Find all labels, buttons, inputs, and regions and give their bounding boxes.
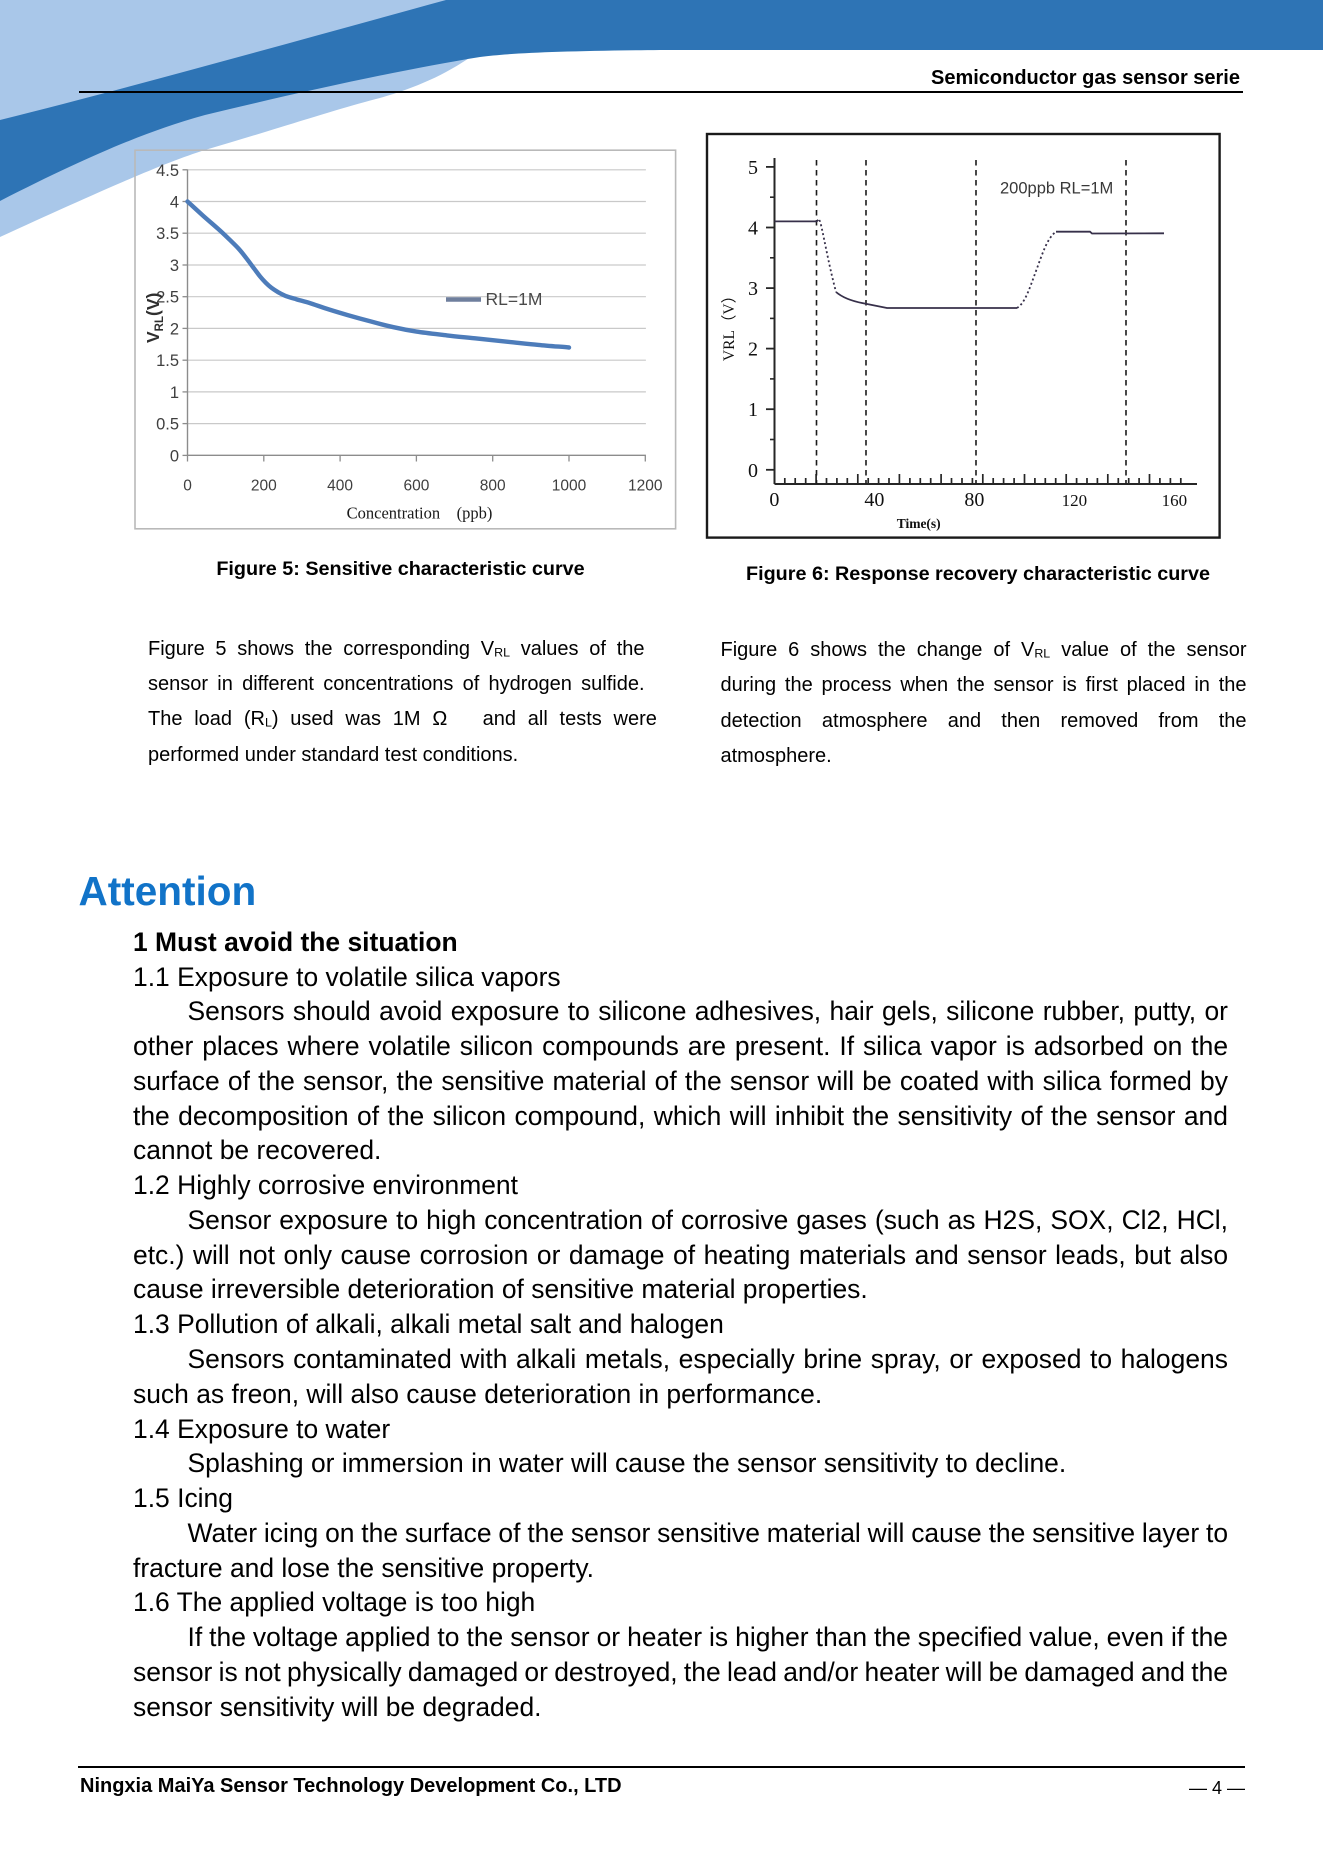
svg-text:VRL（V）: VRL（V） [721, 288, 738, 361]
svg-text:40: 40 [864, 489, 884, 511]
svg-text:3: 3 [748, 278, 758, 300]
svg-text:1000: 1000 [552, 478, 587, 495]
svg-text:5: 5 [748, 157, 758, 179]
svg-text:2: 2 [170, 320, 179, 338]
svg-text:Concentration (ppb): Concentration (ppb) [347, 504, 493, 523]
svg-text:1: 1 [170, 384, 179, 402]
svg-text:Time(s): Time(s) [897, 516, 941, 531]
svg-text:2: 2 [748, 339, 758, 361]
svg-text:0: 0 [183, 478, 192, 495]
svg-text:120: 120 [1062, 491, 1088, 510]
svg-text:0: 0 [748, 460, 758, 482]
svg-text:1.5: 1.5 [156, 352, 179, 370]
svg-text:800: 800 [480, 478, 506, 495]
svg-text:4: 4 [170, 194, 179, 212]
svg-text:3: 3 [170, 257, 179, 275]
svg-text:160: 160 [1162, 491, 1188, 510]
svg-text:4.5: 4.5 [156, 162, 179, 180]
svg-text:400: 400 [327, 478, 353, 495]
svg-text:600: 600 [403, 478, 429, 495]
svg-text:200ppb RL=1M: 200ppb RL=1M [1000, 180, 1113, 198]
svg-text:0: 0 [170, 447, 179, 465]
svg-text:1: 1 [748, 399, 758, 421]
svg-text:3.5: 3.5 [156, 225, 179, 243]
svg-text:RL=1M: RL=1M [486, 289, 543, 309]
svg-text:80: 80 [964, 489, 984, 511]
svg-text:1200: 1200 [628, 478, 663, 495]
svg-text:0: 0 [769, 489, 779, 511]
svg-text:200: 200 [251, 478, 277, 495]
svg-text:4: 4 [748, 218, 758, 240]
svg-text:0.5: 0.5 [156, 416, 179, 434]
svg-text:2.5: 2.5 [156, 289, 179, 307]
